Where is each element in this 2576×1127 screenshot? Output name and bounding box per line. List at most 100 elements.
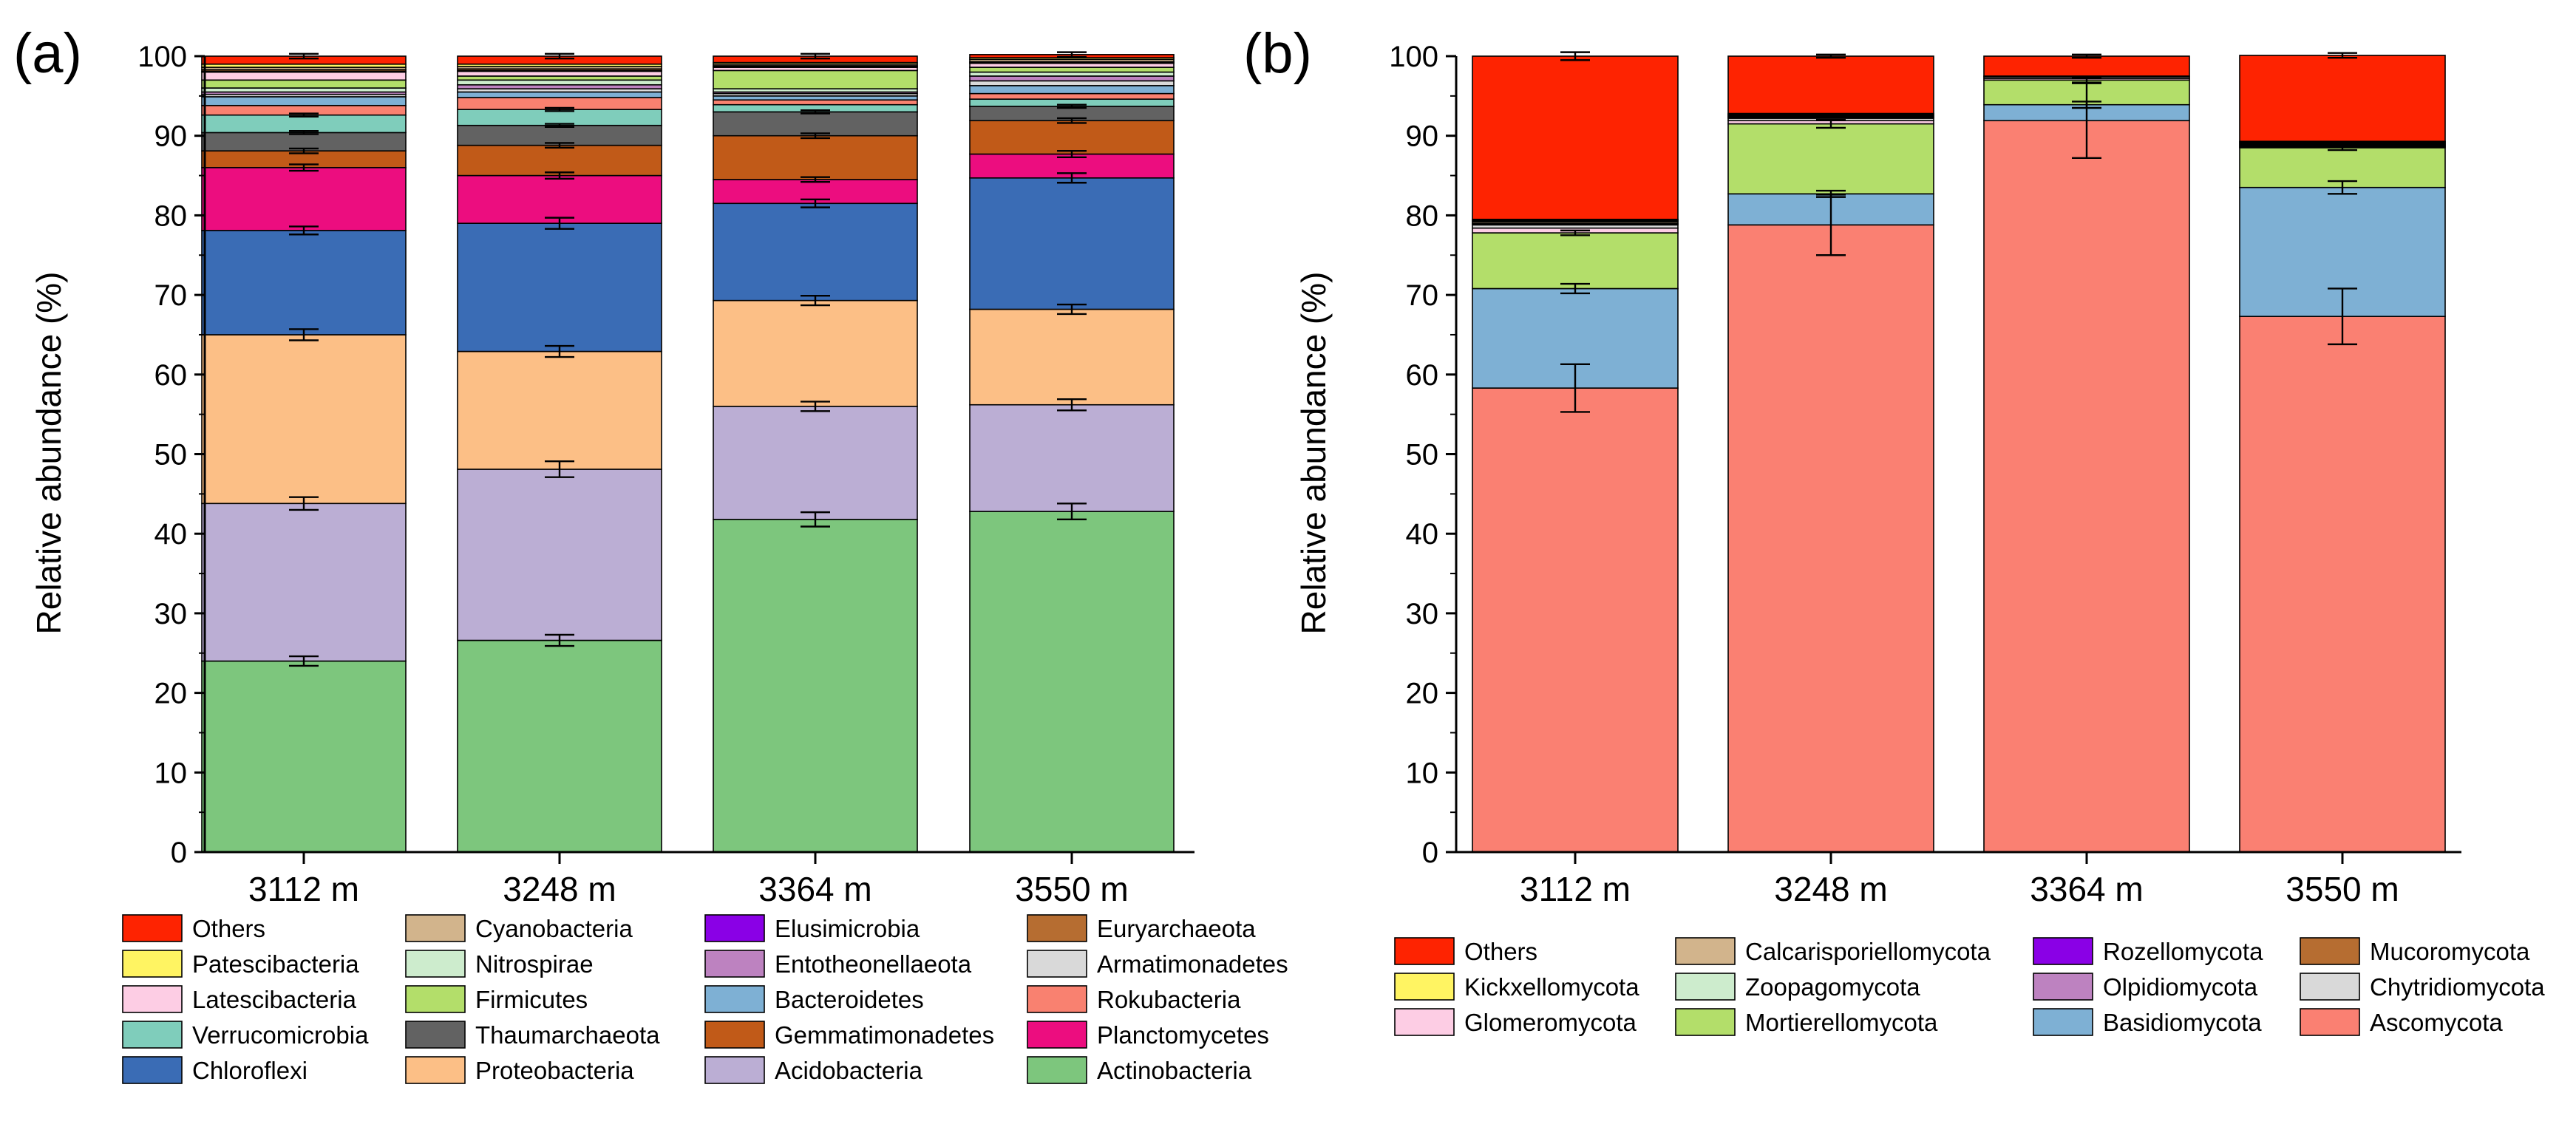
legend-swatch (2300, 1008, 2360, 1036)
error-bar-verrucomicrobia (289, 112, 319, 118)
legend-label: Armatimonadetes (1097, 950, 1288, 978)
bar-segment-ascomycota (1727, 224, 1934, 853)
error-bar-proteobacteria (289, 328, 319, 341)
error-bar-thaumarchaeota (545, 123, 574, 129)
legend-item-gemmatimonadetes: Gemmatimonadetes (704, 1021, 994, 1049)
legend-item-patescibacteria: Patescibacteria (122, 950, 359, 978)
legend-item-euryarchaeota: Euryarchaeota (1027, 914, 1256, 942)
legend-item-basidiomycota: Basidiomycota (2033, 1008, 2262, 1036)
error-bar-gemmatimonadetes (1057, 117, 1087, 124)
error-bar-planctomycetes (545, 171, 574, 180)
legend-label: Bacteroidetes (775, 986, 924, 1013)
legend-label: Chytridiomycota (2370, 973, 2545, 1001)
bar-segment-others (1983, 55, 2190, 77)
legend-item-proteobacteria: Proteobacteria (405, 1056, 634, 1084)
legend-label: Verrucomicrobia (192, 1021, 369, 1049)
legend-swatch (405, 1021, 466, 1049)
legend-swatch (1675, 1008, 1736, 1036)
bar-segment-planctomycetes (457, 174, 662, 224)
y-tick-label: 20 (1406, 678, 1439, 710)
legend-item-ascomycota: Ascomycota (2300, 1008, 2503, 1036)
bar-segment-others (2239, 55, 2446, 143)
bar-segment-firmicutes (713, 69, 918, 89)
bar-segment-ascomycota (2239, 316, 2446, 853)
bar-segment-gemmatimonadetes (713, 135, 918, 180)
legend-item-others: Others (1394, 937, 1537, 965)
bar-segment-mortierellomycota (1727, 123, 1934, 195)
legend-swatch (704, 985, 765, 1013)
legend-item-verrucomicrobia: Verrucomicrobia (122, 1021, 369, 1049)
bar-segment-thaumarchaeota (713, 111, 918, 137)
legend-item-cyanobacteria: Cyanobacteria (405, 914, 633, 942)
y-axis-label: Relative abundance (%) (30, 272, 68, 635)
legend-item-zoopagomycota: Zoopagomycota (1675, 973, 1920, 1001)
legend-item-rozellomycota: Rozellomycota (2033, 937, 2263, 965)
legend-swatch (704, 914, 765, 942)
legend-item-acidobacteria: Acidobacteria (704, 1056, 923, 1084)
error-bar-actinobacteria (1057, 503, 1087, 521)
bar-stack-3550-m (2239, 52, 2446, 853)
error-bar-ascomycota (1560, 363, 1590, 413)
bar-segment-acidobacteria (201, 503, 407, 662)
bar-segment-nitrospirae (457, 79, 662, 86)
error-bar-mortierellomycota (1560, 229, 1590, 236)
y-tick-label: 40 (1406, 518, 1439, 551)
legend-item-rokubacteria: Rokubacteria (1027, 985, 1241, 1013)
error-bar-ascomycota (2328, 287, 2357, 346)
x-tick-label: 3112 m (248, 870, 359, 908)
legend-swatch (2033, 973, 2093, 1001)
bar-segment-acidobacteria (969, 404, 1175, 512)
y-tick-label: 10 (154, 757, 188, 789)
x-tick-label: 3550 m (1015, 870, 1128, 908)
bar-segment-latescibacteria (969, 62, 1175, 68)
x-tick-label: 3364 m (2030, 870, 2143, 908)
y-tick-label: 80 (154, 200, 188, 232)
error-bar-basidiomycota (1816, 189, 1846, 198)
legend-swatch (2300, 973, 2360, 1001)
y-tick-label: 70 (1406, 279, 1439, 312)
legend-label: Others (1464, 938, 1537, 965)
error-bar-others (2072, 53, 2101, 59)
legend-swatch (2033, 1008, 2093, 1036)
bar-stack-3248-m (457, 52, 662, 853)
bar-segment-chloroflexi (713, 202, 918, 302)
error-bar-others (289, 52, 319, 60)
bar-segment-firmicutes (457, 75, 662, 81)
bar-segment-actinobacteria (969, 511, 1175, 853)
bar-segment-proteobacteria (969, 308, 1175, 406)
legend-swatch (1027, 914, 1087, 942)
legend-item-kickxellomycota: Kickxellomycota (1394, 973, 1639, 1001)
y-tick-label: 0 (1422, 837, 1438, 869)
y-tick-label: 50 (1406, 439, 1439, 471)
legend-swatch (1027, 1021, 1087, 1049)
legend-label: Acidobacteria (775, 1057, 923, 1084)
y-tick-label: 30 (154, 598, 188, 630)
y-tick-label: 30 (1406, 598, 1439, 630)
legend-item-actinobacteria: Actinobacteria (1027, 1056, 1252, 1084)
panel-b: (b) Relative abundance (%) 0 10 20 30 40 50 60 70… (1243, 22, 2545, 1036)
bar-segment-ascomycota (1472, 387, 1679, 853)
error-bar-gemmatimonadetes (289, 147, 319, 154)
legend-label: Chloroflexi (192, 1057, 307, 1084)
error-bar-mortierellomycota (2072, 76, 2101, 84)
error-bar-acidobacteria (1057, 398, 1087, 412)
y-tick-label: 20 (154, 678, 188, 710)
bar-segment-bacteroidetes (969, 85, 1175, 95)
error-bar-proteobacteria (1057, 303, 1087, 316)
bar-stack-3112-m (1472, 51, 1679, 853)
error-bar-acidobacteria (545, 460, 574, 478)
legend-swatch (122, 1056, 183, 1084)
bar-segment-proteobacteria (713, 299, 918, 407)
bar-segment-armatimonadetes (969, 80, 1175, 86)
legend-label: Elusimicrobia (775, 915, 920, 942)
error-bar-proteobacteria (545, 344, 574, 358)
bar-segment-rokubacteria (969, 92, 1175, 100)
error-bar-gemmatimonadetes (545, 142, 574, 149)
legend-label: Gemmatimonadetes (775, 1021, 994, 1049)
error-bar-mortierellomycota (1816, 118, 1846, 129)
legend-label: Others (192, 915, 265, 942)
legend-swatch (2300, 937, 2360, 965)
error-bar-others (545, 52, 574, 60)
y-tick-label: 60 (154, 359, 188, 392)
error-bar-mortierellomycota (2328, 144, 2357, 151)
